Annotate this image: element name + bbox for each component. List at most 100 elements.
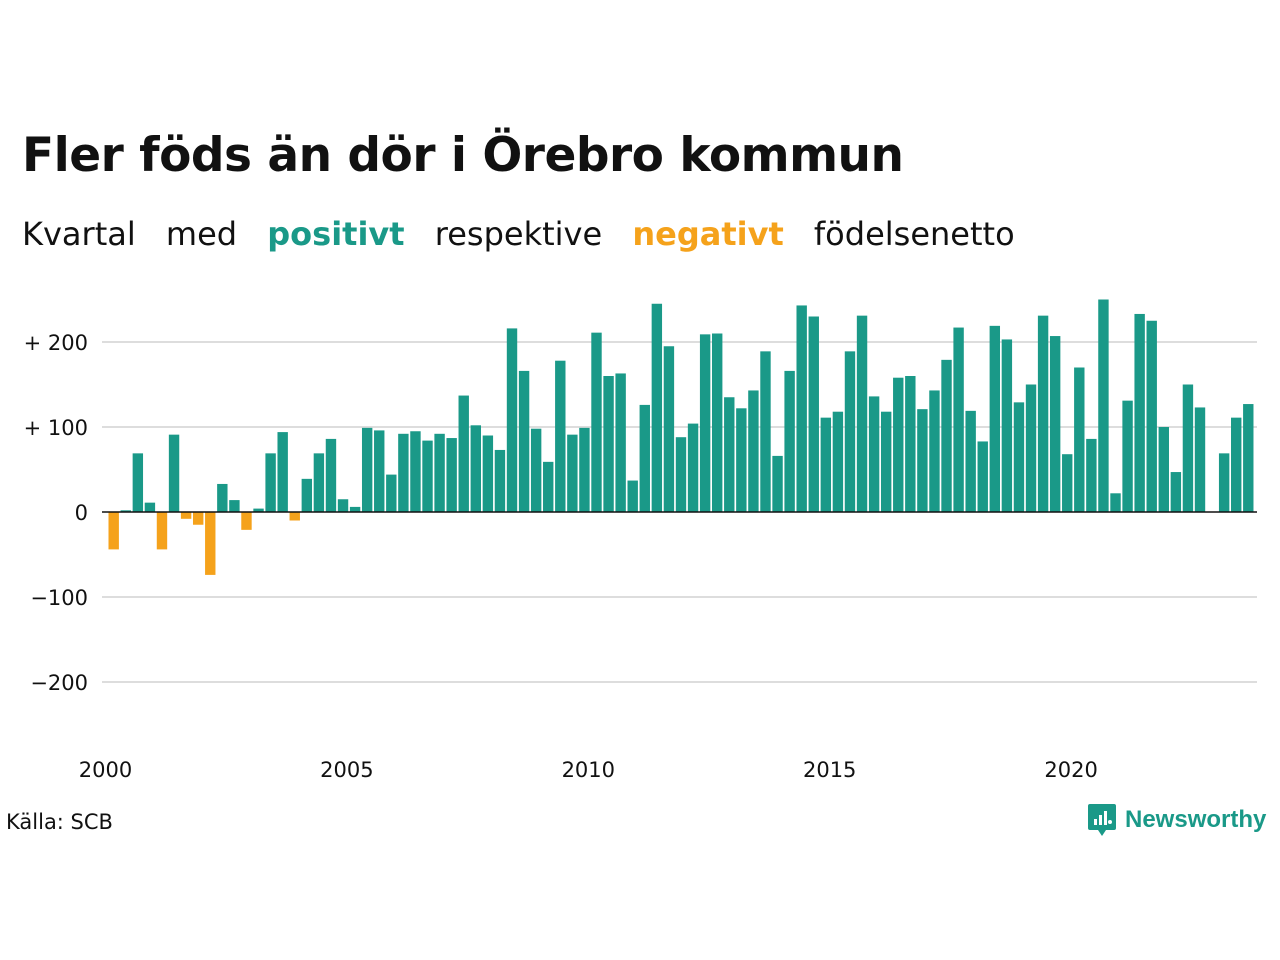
bar — [1086, 438, 1097, 512]
bar — [772, 455, 783, 512]
bar — [313, 453, 325, 512]
bar — [277, 432, 288, 512]
bar — [1231, 417, 1242, 512]
bar — [579, 427, 590, 512]
bar-chart: + 200 + 100 0 −100 −200 2000 2005 2010 2015 2020 — [24, 299, 1257, 782]
bar — [325, 438, 337, 512]
bar — [699, 334, 711, 512]
brand-logo: Newsworthy — [1087, 802, 1266, 838]
bar — [989, 325, 1001, 512]
subtitle-middle: respektive — [434, 215, 603, 253]
bar — [398, 433, 409, 512]
y-tick-label: + 200 — [24, 331, 88, 355]
bar — [1134, 313, 1145, 512]
chart-title: Fler föds än dör i Örebro kommun — [22, 128, 904, 183]
bar — [736, 408, 747, 512]
bar — [603, 376, 614, 512]
bar — [856, 315, 868, 512]
bar — [1218, 453, 1230, 512]
bar — [615, 373, 626, 512]
bar — [374, 430, 385, 512]
bar — [977, 441, 988, 512]
x-tick-label: 2000 — [79, 758, 132, 782]
bar — [337, 499, 349, 512]
bar — [446, 438, 457, 512]
bar — [1243, 404, 1254, 512]
bar — [820, 417, 832, 512]
bar — [1158, 427, 1169, 512]
bar — [1062, 454, 1073, 512]
bar — [1013, 402, 1025, 512]
bar — [567, 434, 578, 512]
x-tick-label: 2020 — [1044, 758, 1097, 782]
bar — [361, 427, 373, 512]
bar — [929, 390, 940, 512]
y-tick-label: −200 — [30, 671, 88, 695]
bar — [518, 370, 530, 512]
bar — [422, 440, 433, 512]
bar — [893, 377, 904, 512]
bar — [832, 411, 844, 512]
axes: + 200 + 100 0 −100 −200 2000 2005 2010 2015 2020 — [24, 331, 1257, 782]
bar — [349, 506, 361, 512]
y-tick-label: −100 — [30, 586, 88, 610]
bar — [1001, 339, 1013, 512]
x-tick-label: 2015 — [803, 758, 856, 782]
y-tick-label: + 100 — [24, 416, 88, 440]
bar — [217, 483, 228, 512]
bar — [434, 433, 445, 512]
bar — [1122, 400, 1133, 512]
bar — [168, 434, 180, 512]
subtitle-positive: positivt — [267, 215, 405, 253]
bar — [301, 478, 313, 512]
bar — [1098, 299, 1109, 512]
subtitle-prefix: Kvartal — [22, 215, 136, 253]
bar — [386, 474, 397, 512]
y-tick-label: 0 — [75, 501, 88, 525]
bar — [144, 502, 156, 512]
bar — [555, 360, 566, 512]
newsworthy-icon — [1088, 804, 1116, 836]
bar — [1074, 367, 1085, 512]
brand-name: Newsworthy — [1125, 806, 1267, 833]
bar — [1037, 315, 1049, 512]
bar — [675, 437, 687, 512]
bar — [458, 395, 469, 512]
bar — [868, 396, 880, 512]
bar — [796, 305, 807, 512]
bar — [965, 410, 976, 512]
source-note: Källa: SCB — [6, 810, 113, 834]
bar — [760, 351, 771, 512]
bar — [229, 500, 240, 512]
bar — [591, 332, 602, 512]
bar — [941, 359, 952, 512]
bar — [724, 397, 735, 512]
bar — [627, 480, 638, 512]
bar — [108, 512, 119, 550]
bar — [494, 449, 506, 512]
bar — [1194, 407, 1206, 512]
bar — [253, 508, 264, 512]
x-tick-label: 2005 — [320, 758, 373, 782]
x-tick-label: 2010 — [562, 758, 615, 782]
bar — [205, 512, 216, 575]
bars — [108, 299, 1254, 575]
bar — [156, 512, 168, 550]
bar — [748, 390, 759, 512]
bar — [905, 376, 916, 512]
bar — [651, 303, 663, 512]
bar — [470, 425, 481, 512]
bar — [410, 431, 421, 512]
grid-lines — [102, 341, 1257, 683]
bar — [1146, 320, 1157, 512]
bar — [844, 351, 856, 512]
subtitle-suffix: födelsenetto — [813, 215, 1015, 253]
bar — [953, 327, 964, 512]
bar — [712, 333, 723, 512]
bar — [1049, 336, 1061, 512]
bar — [192, 512, 204, 525]
bar — [1182, 384, 1194, 512]
bar — [180, 512, 192, 519]
bar — [543, 461, 554, 512]
bar — [784, 370, 795, 512]
